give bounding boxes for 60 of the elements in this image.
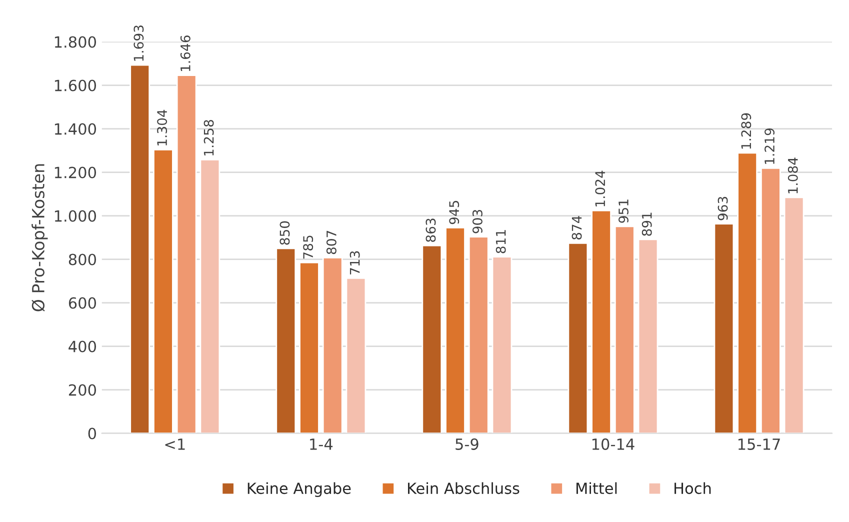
data-label: 903 [472,210,482,234]
y-tick-label: 1.000 [54,210,96,222]
bar [322,257,343,434]
x-tick-label: 1-4 [310,438,333,450]
data-label: 807 [326,230,336,254]
data-label: 1.219 [764,128,775,164]
data-label: 874 [572,216,582,240]
data-label: 1.693 [134,26,144,61]
x-tick-label: <1 [165,438,185,450]
data-label: 1.024 [595,170,606,206]
y-tick-label: 800 [68,254,96,266]
bar [737,152,758,434]
bar [200,158,220,434]
data-label: 963 [718,196,728,220]
data-label: 1.289 [741,113,752,149]
data-label: 951 [618,200,628,223]
bar [784,196,804,434]
data-label: 1.258 [204,120,214,156]
y-tick-label: 400 [68,340,96,352]
legend-label: Kein Abschluss [408,482,520,494]
y-tick-label: 200 [68,384,96,396]
bar [492,256,512,434]
data-label: 1.646 [180,36,190,72]
legend-label: Hoch [674,482,711,494]
bar [638,238,658,434]
bar [130,64,150,434]
x-tick-label: 10-14 [592,438,634,450]
bar [591,210,612,434]
x-tick-label: 5-9 [456,438,478,450]
data-label: 891 [642,212,652,236]
bar [176,74,197,434]
y-tick-label: 1.600 [54,80,96,92]
data-label: 785 [303,236,314,259]
data-label: 850 [280,221,290,245]
data-label: 1.304 [157,110,168,146]
bar [422,244,442,434]
y-tick-label: 1.200 [54,166,96,178]
y-tick-label: 1.400 [54,123,96,135]
data-label: 811 [496,230,506,254]
x-tick-label: 15-17 [738,438,780,450]
y-tick-label: 1.800 [54,36,96,48]
legend-label: Keine Angabe [248,482,351,498]
data-label: 863 [426,218,436,242]
bar [276,248,296,434]
legend-label: Mittel [576,482,617,494]
y-tick-label: 600 [68,297,96,309]
y-axis-title: Ø Pro-Kopf-Kosten [32,164,48,312]
y-tick-label: 0 [88,428,96,440]
data-label: 713 [350,251,360,274]
bar [614,226,635,434]
bar [714,223,734,434]
data-label: 945 [449,200,460,224]
data-label: 1.084 [788,158,798,194]
bar [299,262,320,434]
bar [346,277,366,434]
bar [468,236,489,434]
bar [445,227,466,434]
bar [568,242,588,434]
bar [153,148,174,434]
bar [760,167,781,434]
